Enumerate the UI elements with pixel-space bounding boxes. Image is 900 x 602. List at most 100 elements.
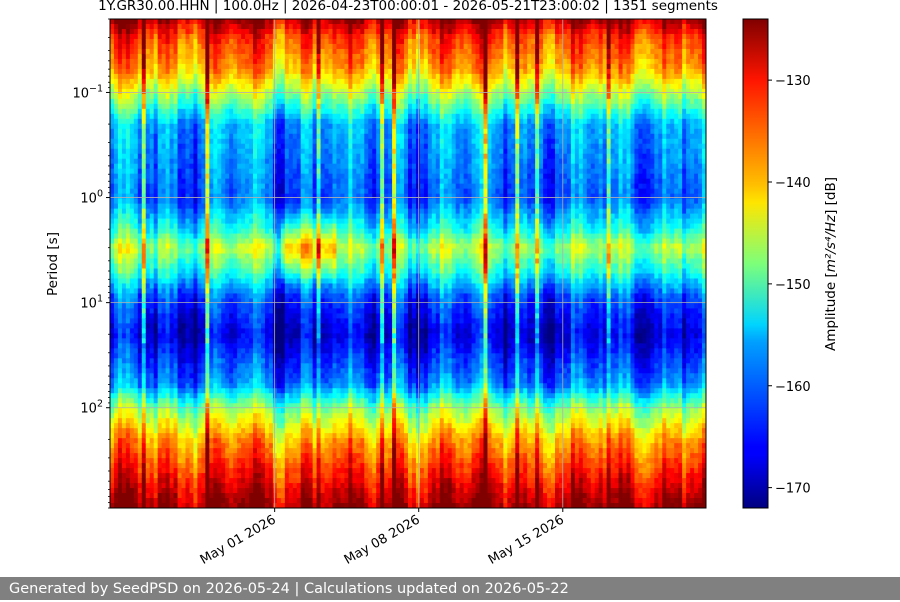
- heatmap-cell: [189, 38, 195, 45]
- heatmap-cell: [169, 393, 175, 399]
- heatmap-cell: [185, 168, 191, 175]
- heatmap-cell: [292, 198, 298, 205]
- heatmap-cell: [257, 183, 262, 190]
- heatmap-cell: [137, 163, 143, 170]
- heatmap-cell: [288, 63, 294, 70]
- heatmap-cell: [241, 63, 246, 70]
- heatmap-cell: [133, 28, 139, 35]
- heatmap-cell: [260, 19, 266, 25]
- heatmap-cell: [245, 383, 250, 389]
- heatmap-cell: [129, 478, 135, 484]
- heatmap-cell: [141, 43, 147, 50]
- heatmap-cell: [177, 303, 183, 310]
- heatmap-cell: [257, 178, 262, 185]
- heatmap-cell: [177, 428, 183, 434]
- heatmap-cell: [121, 258, 127, 265]
- heatmap-cell: [157, 48, 163, 55]
- heatmap-cell: [169, 473, 175, 479]
- heatmap-cell: [161, 228, 167, 235]
- heatmap-cell: [193, 153, 199, 160]
- heatmap-cell: [257, 263, 262, 270]
- heatmap-cell: [185, 38, 191, 45]
- heatmap-cell: [260, 473, 266, 479]
- heatmap-cell: [121, 298, 127, 305]
- heatmap-cell: [161, 258, 167, 265]
- heatmap-cell: [268, 373, 274, 379]
- heatmap-cell: [245, 173, 250, 180]
- heatmap-cell: [276, 203, 282, 210]
- heatmap-cell: [205, 173, 210, 180]
- heatmap-cell: [264, 188, 270, 195]
- heatmap-cell: [117, 223, 123, 230]
- heatmap-cell: [280, 353, 286, 359]
- heatmap-cell: [209, 203, 214, 210]
- heatmap-cell: [181, 138, 187, 145]
- heatmap-cell: [181, 493, 187, 499]
- heatmap-cell: [165, 38, 171, 45]
- heatmap-cell: [241, 23, 246, 30]
- heatmap-cell: [209, 418, 214, 424]
- heatmap-cell: [237, 38, 242, 45]
- heatmap-cell: [169, 483, 175, 489]
- heatmap-cell: [257, 418, 262, 424]
- heatmap-cell: [245, 238, 250, 245]
- heatmap-cell: [205, 193, 210, 200]
- heatmap-cell: [308, 368, 314, 374]
- heatmap-cell: [193, 58, 199, 65]
- heatmap-cell: [209, 243, 214, 250]
- heatmap-cell: [133, 258, 139, 265]
- heatmap-cell: [308, 408, 314, 414]
- heatmap-cell: [268, 58, 274, 65]
- heatmap-cell: [217, 108, 222, 115]
- heatmap-cell: [157, 263, 163, 270]
- heatmap-cell: [264, 253, 270, 260]
- heatmap-cell: [125, 103, 131, 110]
- heatmap-cell: [113, 343, 119, 349]
- heatmap-cell: [205, 343, 210, 349]
- heatmap-cell: [221, 293, 226, 300]
- heatmap-cell: [173, 33, 179, 40]
- heatmap-cell: [249, 128, 254, 135]
- heatmap-cell: [161, 273, 167, 280]
- heatmap-cell: [117, 413, 123, 419]
- heatmap-cell: [129, 53, 135, 60]
- heatmap-cell: [253, 348, 258, 354]
- heatmap-cell: [161, 173, 167, 180]
- heatmap-cell: [276, 188, 282, 195]
- heatmap-cell: [141, 423, 147, 429]
- heatmap-cell: [304, 43, 310, 50]
- heatmap-cell: [133, 443, 139, 449]
- heatmap-cell: [221, 313, 226, 319]
- heatmap-cell: [149, 228, 155, 235]
- heatmap-cell: [201, 108, 206, 115]
- heatmap-cell: [173, 233, 179, 240]
- heatmap-cell: [233, 218, 238, 225]
- heatmap-cell: [173, 448, 179, 454]
- heatmap-cell: [141, 88, 147, 95]
- heatmap-cell: [221, 373, 226, 379]
- heatmap-cell: [201, 19, 206, 25]
- heatmap-cell: [193, 418, 199, 424]
- heatmap-cell: [185, 148, 191, 155]
- heatmap-cell: [245, 203, 250, 210]
- heatmap-cell: [185, 473, 191, 479]
- heatmap-cell: [189, 108, 195, 115]
- heatmap-cell: [133, 248, 139, 255]
- heatmap-cell: [237, 293, 242, 300]
- heatmap-cell: [201, 288, 206, 295]
- heatmap-cell: [245, 468, 250, 474]
- heatmap-cell: [257, 19, 262, 25]
- heatmap-cell: [229, 323, 234, 329]
- heatmap-cell: [253, 268, 258, 275]
- heatmap-cell: [217, 218, 222, 225]
- heatmap-cell: [288, 293, 294, 300]
- heatmap-cell: [189, 203, 195, 210]
- heatmap-cell: [213, 33, 218, 40]
- heatmap-cell: [257, 68, 262, 75]
- heatmap-cell: [197, 198, 202, 205]
- heatmap-cell: [276, 473, 282, 479]
- heatmap-cell: [157, 143, 163, 150]
- heatmap-cell: [185, 253, 191, 260]
- heatmap-cell: [217, 328, 222, 334]
- heatmap-cell: [161, 403, 167, 409]
